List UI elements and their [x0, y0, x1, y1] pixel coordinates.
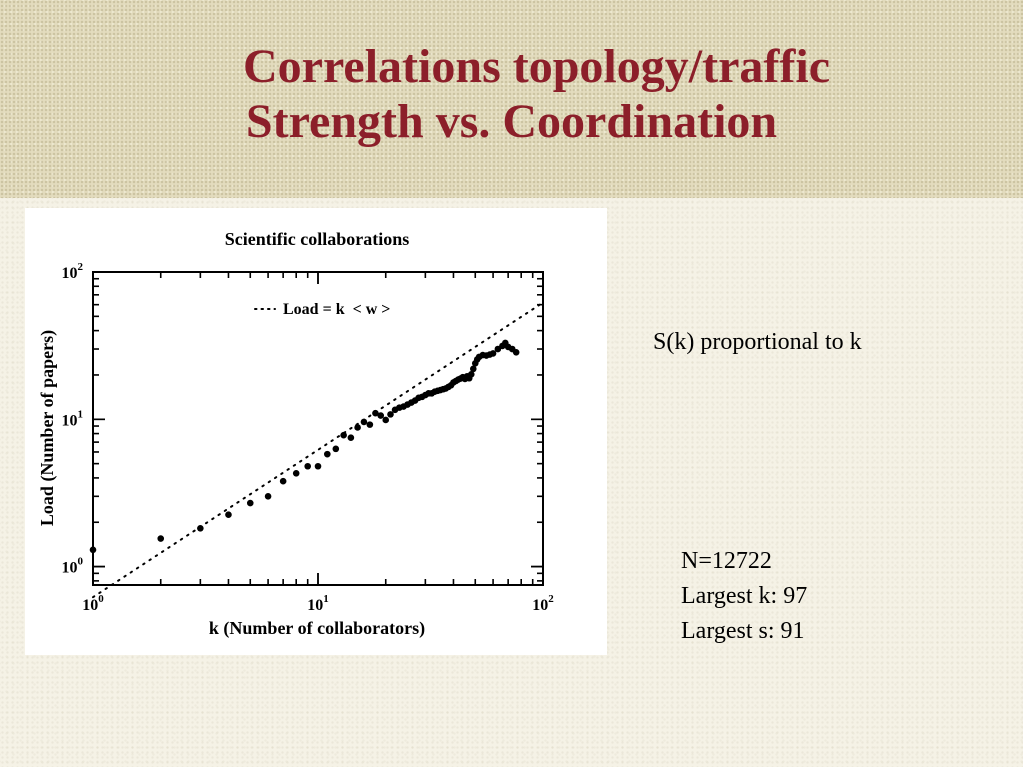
data-point — [382, 416, 390, 424]
data-point — [347, 434, 355, 442]
data-point — [304, 462, 312, 470]
network-stats: N=12722 Largest k: 97 Largest s: 91 — [681, 544, 807, 649]
chart-panel: Scientific collaborations 100 101 102 100 10… — [25, 208, 607, 655]
data-point — [366, 421, 374, 428]
fit-line — [92, 301, 544, 599]
data-point — [354, 424, 361, 431]
data-point — [292, 469, 300, 477]
data-point — [360, 418, 368, 426]
data-point — [324, 450, 331, 458]
data-point — [279, 477, 287, 485]
stat-largest-k: Largest k: 97 — [681, 583, 808, 609]
data-points — [89, 339, 520, 554]
scatter-chart: Scientific collaborations 100 101 10210010… — [37, 229, 555, 639]
legend: Load = k < w > — [254, 301, 390, 318]
slide-title-line2: Strength vs. Coordination — [245, 95, 778, 148]
data-point — [197, 524, 204, 532]
data-point — [489, 350, 497, 357]
axis-tick-labels: 100 101 102 100 101 102 — [62, 261, 555, 614]
y-tick-label: 102 — [62, 261, 84, 282]
stat-nodes: N=12722 — [681, 548, 772, 574]
data-point — [225, 511, 232, 519]
slide-title-line1: Correlations topology/traffic — [243, 40, 830, 93]
data-point — [157, 535, 165, 542]
x-axis-label: k (Number of collaborators) — [209, 618, 425, 639]
x-tick-label: 102 — [532, 593, 554, 614]
data-point — [469, 365, 477, 373]
y-axis-label: Load (Number of papers) — [37, 330, 58, 526]
data-point — [372, 409, 379, 417]
data-point — [512, 349, 520, 356]
stat-largest-s: Largest s: 91 — [681, 618, 805, 644]
x-tick-label: 101 — [307, 593, 329, 614]
chart-title: Scientific collaborations — [225, 229, 409, 249]
data-point — [314, 462, 322, 470]
proportionality-note: S(k) proportional to k — [653, 329, 862, 355]
data-point — [340, 431, 347, 439]
axis-ticks — [92, 271, 544, 585]
data-point — [377, 412, 385, 419]
data-point — [264, 493, 272, 500]
y-tick-label: 100 — [62, 556, 84, 577]
data-point — [332, 445, 340, 453]
data-point — [467, 371, 475, 378]
data-point — [387, 411, 394, 418]
x-tick-label: 100 — [82, 593, 104, 614]
y-tick-label: 101 — [62, 408, 84, 429]
data-point — [89, 546, 97, 554]
title-banner: Correlations topology/traffic Strength v… — [0, 0, 1023, 198]
data-point — [246, 499, 254, 507]
legend-label: Load = k < w > — [283, 301, 390, 318]
